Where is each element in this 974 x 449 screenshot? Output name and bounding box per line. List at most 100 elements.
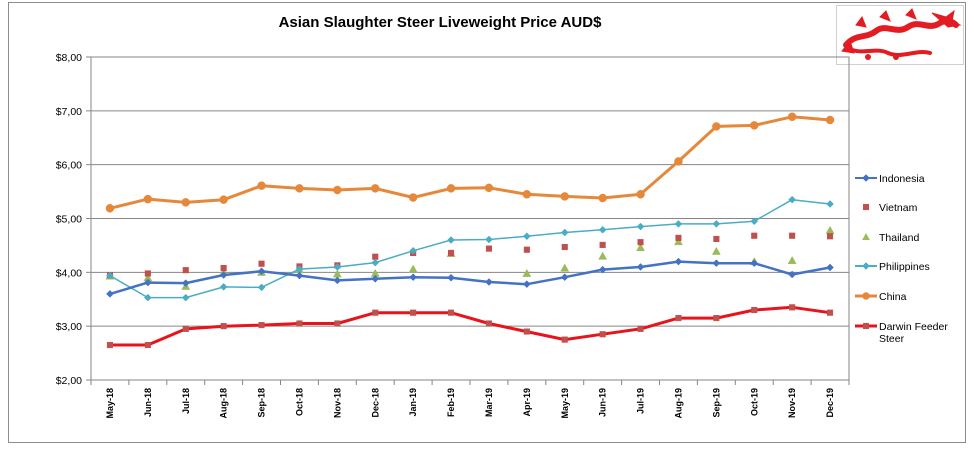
data-point-philippines <box>674 220 683 228</box>
data-point-vietnam <box>258 260 265 267</box>
y-tick-label: $2,00 <box>56 375 82 387</box>
data-point-philippines <box>485 235 493 244</box>
data-point-indonesia <box>219 271 228 279</box>
data-point-thailand <box>711 246 721 255</box>
legend-label: Indonesia <box>879 173 925 185</box>
legend-label: Darwin Feeder Steer <box>879 321 948 345</box>
data-point-china <box>219 195 228 204</box>
data-point-vietnam <box>713 235 720 243</box>
y-tick-label: $5,00 <box>56 214 82 226</box>
data-point-philippines <box>106 271 114 280</box>
series-china <box>105 112 835 213</box>
legend-marker-philippines <box>862 262 870 270</box>
data-point-vietnam <box>789 232 796 239</box>
data-point-china <box>408 193 418 202</box>
data-point-indonesia <box>636 263 645 271</box>
data-point-indonesia <box>788 270 797 279</box>
data-point-darwin-feeder-steer <box>485 320 492 327</box>
data-point-darwin-feeder-steer <box>789 304 796 311</box>
legend-item-china: China <box>855 291 907 303</box>
y-tick-label: $7,00 <box>56 106 82 118</box>
x-tick-label: Oct-18 <box>294 388 304 416</box>
data-point-darwin-feeder-steer <box>296 320 303 327</box>
data-point-philippines <box>522 232 531 241</box>
legend-marker-vietnam <box>862 203 870 211</box>
data-point-vietnam <box>827 233 834 240</box>
data-point-darwin-feeder-steer <box>561 336 568 343</box>
data-point-indonesia <box>409 273 418 282</box>
data-point-china <box>371 184 380 193</box>
x-tick-label: Sep-18 <box>257 388 267 418</box>
data-point-china <box>484 183 494 193</box>
data-point-indonesia <box>143 278 152 287</box>
data-point-philippines <box>788 195 797 204</box>
x-tick-label: Jun-19 <box>598 388 608 417</box>
data-point-darwin-feeder-steer <box>599 331 606 338</box>
x-tick-label: Jan-19 <box>408 388 418 417</box>
data-point-philippines <box>181 293 190 302</box>
data-point-philippines <box>598 225 607 234</box>
data-point-thailand <box>674 237 683 246</box>
data-point-indonesia <box>522 280 531 289</box>
data-point-indonesia <box>485 278 493 286</box>
data-point-philippines <box>219 283 228 291</box>
data-point-china <box>674 157 683 166</box>
series-philippines <box>106 195 834 302</box>
data-point-china <box>143 194 153 204</box>
x-tick-label: Mar-19 <box>484 388 494 417</box>
x-tick-label: May-19 <box>560 388 570 419</box>
data-point-philippines <box>143 293 152 302</box>
data-point-darwin-feeder-steer <box>827 309 834 316</box>
data-point-darwin-feeder-steer <box>372 309 379 316</box>
series-indonesia <box>106 257 834 298</box>
data-point-china <box>598 193 607 203</box>
dragon-logo <box>836 5 964 65</box>
y-tick-label: $8,00 <box>56 52 82 64</box>
data-point-thailand <box>636 243 645 252</box>
legend-item-darwin-feeder-steer: Darwin Feeder Steer <box>855 321 948 345</box>
legend-label: Philippines <box>879 261 930 273</box>
legend-marker-china <box>862 292 870 300</box>
legend-item-philippines: Philippines <box>855 261 930 273</box>
chart-title: Asian Slaughter Steer Liveweight Price A… <box>278 14 602 31</box>
legend-item-vietnam: Vietnam <box>862 202 918 214</box>
data-point-thailand <box>598 251 608 260</box>
data-point-darwin-feeder-steer <box>713 315 720 322</box>
data-point-thailand <box>332 269 342 278</box>
chart-frame <box>8 2 966 443</box>
data-point-vietnam <box>637 239 644 246</box>
data-point-darwin-feeder-steer <box>106 341 114 349</box>
legend-item-indonesia: Indonesia <box>855 173 925 185</box>
data-point-philippines <box>257 283 266 292</box>
x-tick-label: Nov-19 <box>787 388 797 418</box>
legend-marker-indonesia <box>862 174 870 182</box>
data-point-indonesia <box>712 259 721 268</box>
x-tick-label: Jul-19 <box>636 388 646 414</box>
data-point-indonesia <box>598 265 607 274</box>
data-point-vietnam <box>144 270 151 277</box>
data-point-thailand <box>825 225 835 234</box>
series-line-darwin-feeder-steer <box>110 305 831 347</box>
x-tick-label: Jun-18 <box>143 388 153 417</box>
data-point-thailand <box>408 264 418 273</box>
data-point-indonesia <box>257 267 266 276</box>
data-point-china <box>825 115 835 125</box>
data-point-darwin-feeder-steer <box>410 309 417 316</box>
x-tick-label: Jul-18 <box>181 388 191 414</box>
data-point-indonesia <box>750 259 759 268</box>
series-line-china <box>109 115 831 210</box>
x-tick-label: Oct-19 <box>749 388 759 416</box>
data-point-darwin-feeder-steer <box>334 320 341 327</box>
data-point-indonesia <box>333 276 342 285</box>
data-point-indonesia <box>295 271 304 280</box>
data-point-china <box>522 190 532 199</box>
data-point-darwin-feeder-steer <box>258 322 265 329</box>
data-point-philippines <box>409 246 418 255</box>
data-point-darwin-feeder-steer <box>637 325 644 332</box>
data-point-vietnam <box>599 241 606 248</box>
x-tick-label: Aug-18 <box>219 388 229 419</box>
data-point-thailand <box>560 263 570 272</box>
data-point-indonesia <box>371 274 380 283</box>
data-point-philippines <box>447 236 455 244</box>
